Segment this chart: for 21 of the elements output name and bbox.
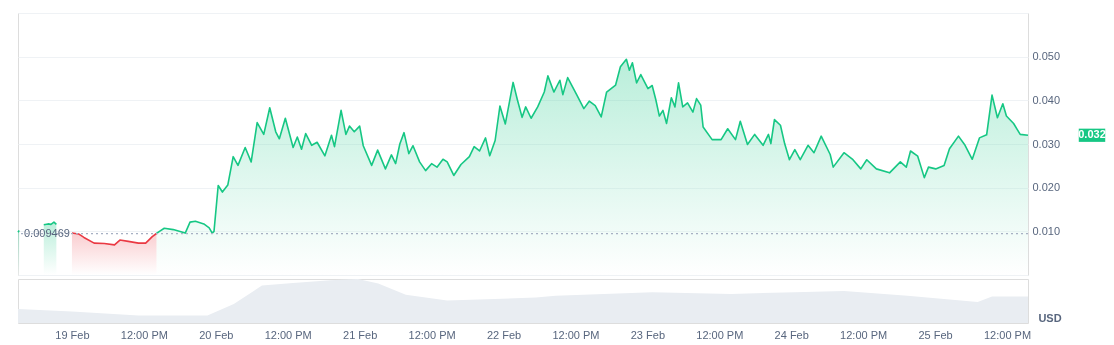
x-tick-label: 23 Feb — [630, 328, 665, 341]
x-tick-label: 12:00 PM — [408, 328, 456, 341]
x-tick-label: 12:00 PM — [552, 328, 600, 341]
x-tick-label: 25 Feb — [918, 328, 953, 341]
x-tick-label: 12:00 PM — [120, 328, 168, 341]
text: USD — [1038, 312, 1062, 324]
y-tick-label: 0.030 — [1032, 137, 1061, 150]
x-tick-label: 24 Feb — [774, 328, 809, 341]
y-tick-label: 0.010 — [1032, 224, 1061, 237]
x-tick-label: 19 Feb — [55, 328, 90, 341]
y-tick-label: 0.050 — [1032, 50, 1061, 63]
y-tick-label: 0.040 — [1032, 93, 1061, 106]
x-tick-label: 12:00 PM — [840, 328, 888, 341]
x-tick-label: 12:00 PM — [696, 328, 744, 341]
x-tick-label: 20 Feb — [199, 328, 234, 341]
x-tick-label: 22 Feb — [486, 328, 522, 341]
x-tick-label: 12:00 PM — [264, 328, 312, 341]
x-tick-label: 21 Feb — [343, 328, 378, 341]
ref-line-label: 0.009469 — [24, 226, 70, 239]
x-tick-label: 12:00 PM — [983, 328, 1032, 341]
y-tick-label: 0.020 — [1032, 181, 1061, 194]
